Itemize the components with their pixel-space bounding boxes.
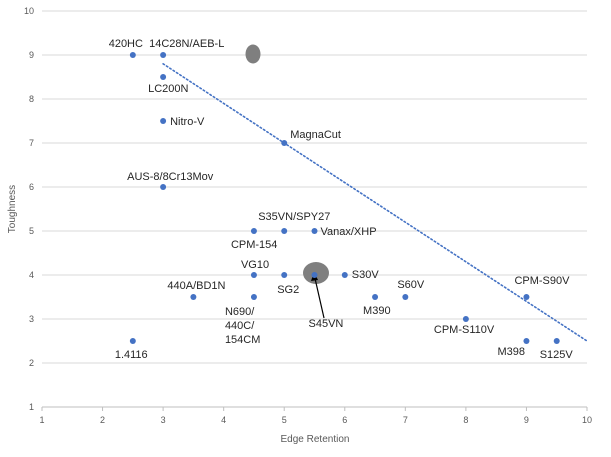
y-tick-label-7: 7 [29,138,34,148]
point-label-2: LC200N [148,83,188,95]
y-tick-label-2: 2 [29,358,34,368]
x-tick-label-5: 5 [282,415,287,425]
x-tick-label-7: 7 [403,415,408,425]
x-tick-label-6: 6 [342,415,347,425]
point-label-10: SG2 [277,284,299,296]
x-tick-label-2: 2 [100,415,105,425]
y-tick-label-8: 8 [29,94,34,104]
x-tick-label-3: 3 [161,415,166,425]
point-label-9: VG10 [241,259,269,271]
point-label-14: N690/440C/154CM [225,306,260,346]
s45vn-pointer-arrow [313,273,325,319]
y-tick-label-9: 9 [29,50,34,60]
point-label-3: Nitro-V [170,116,205,128]
y-tick-label-6: 6 [29,182,34,192]
data-point-1 [160,52,167,58]
x-tick-label-4: 4 [221,415,226,425]
y-axis-title: Toughness [7,185,18,233]
point-labels: 420HC 14C28N/AEB-L LC200N Nitro-V MagnaCut AU… [109,38,574,361]
x-axis-title: Edge Retention [281,434,350,445]
point-label-16: S60V [397,279,425,291]
y-tick-label-4: 4 [29,270,34,280]
data-point-20 [523,338,530,344]
y-tick-label-10: 10 [24,6,34,16]
data-point-19 [129,338,136,344]
point-label-7: S35VN/SPY27 [258,211,330,223]
axis-ticks: 1 2 3 4 5 6 7 8 9 10 1 2 3 4 5 6 7 8 9 10 [24,6,592,425]
x-tick-label-9: 9 [524,415,529,425]
x-tick-label-10: 10 [582,415,592,425]
data-point-18 [462,316,469,322]
point-label-13: 440A/BD1N [167,280,225,292]
point-label-20: M398 [497,346,525,358]
data-point-21 [553,338,560,344]
data-point-10 [281,272,288,278]
data-point-8 [311,228,318,234]
point-label-11: S45VN [309,318,344,330]
blob-marker-top [245,44,261,64]
point-label-6: CPM-154 [231,239,277,251]
point-label-4: MagnaCut [290,129,341,141]
data-point-6 [250,228,257,234]
point-label-21: S125V [540,349,574,361]
data-point-15 [372,294,379,300]
data-point-0 [129,52,136,58]
data-point-2 [160,74,167,80]
data-point-7 [281,228,288,234]
data-point-16 [402,294,409,300]
trendline [162,62,588,342]
data-point-17 [523,294,530,300]
point-label-1: 14C28N/AEB-L [149,38,224,50]
x-tick-label-8: 8 [463,415,468,425]
point-label-0: 420HC [109,38,143,50]
data-points [129,52,560,344]
data-point-3 [160,118,167,124]
data-point-5 [160,184,167,190]
data-point-13 [190,294,197,300]
data-point-9 [250,272,257,278]
trendline-layer [162,62,588,342]
y-tick-label-1: 1 [29,402,34,412]
point-label-19: 1.4116 [115,349,148,361]
x-tick-label-1: 1 [39,415,44,425]
point-label-18: CPM-S110V [434,324,495,336]
point-label-17: CPM-S90V [514,275,570,287]
point-label-5: AUS-8/8Cr13Mov [127,171,214,183]
point-label-15: M390 [363,305,391,317]
y-tick-label-3: 3 [29,314,34,324]
data-point-12 [341,272,348,278]
point-label-12: S30V [352,269,380,281]
data-point-11 [311,272,318,278]
point-label-8: Vanax/XHP [321,226,377,238]
y-tick-label-5: 5 [29,226,34,236]
data-point-14 [250,294,257,300]
data-point-4 [281,140,288,146]
